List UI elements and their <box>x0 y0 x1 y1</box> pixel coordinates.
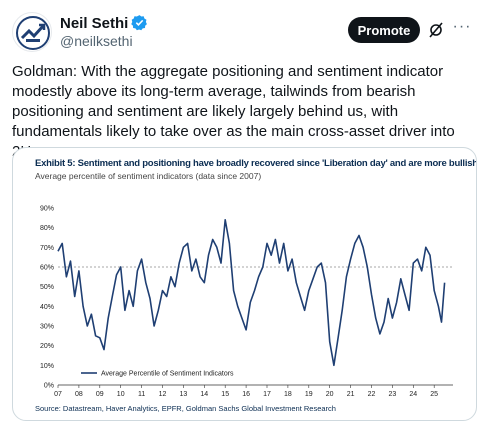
tweet-media-chart[interactable]: Exhibit 5: Sentiment and positioning hav… <box>12 147 477 421</box>
y-tick-label: 40% <box>40 304 54 311</box>
author-handle[interactable]: @neilksethi <box>60 33 133 49</box>
x-tick-label: 11 <box>138 391 145 398</box>
y-tick-label: 20% <box>40 343 54 350</box>
chart-plot: 0% 10% 20% 30% 40% 50% 60% 70% 80% 90% 07 08 09 10 11 1… <box>40 206 453 398</box>
x-tick-label: 22 <box>368 391 376 398</box>
y-tick-label: 70% <box>40 245 54 252</box>
grok-icon[interactable] <box>426 20 446 40</box>
legend-label: Average Percentile of Sentiment Indicato… <box>101 371 234 378</box>
tweet-text: Goldman: With the aggregate positioning … <box>12 63 455 160</box>
x-tick-label: 10 <box>117 391 125 398</box>
more-icon: ··· <box>452 18 472 35</box>
x-tick-label: 14 <box>200 391 208 398</box>
y-tick-label: 30% <box>40 324 54 331</box>
x-tick-label: 13 <box>179 391 187 398</box>
x-tick-label: 25 <box>430 391 438 398</box>
y-tick-label: 90% <box>40 206 54 213</box>
author-name[interactable]: Neil Sethi <box>60 14 148 32</box>
x-tick-label: 23 <box>388 391 396 398</box>
x-tick-label: 20 <box>326 391 334 398</box>
y-tick-label: 10% <box>40 363 54 370</box>
x-tick-label: 16 <box>242 391 250 398</box>
x-tick-label: 12 <box>159 391 167 398</box>
series-line <box>57 219 446 367</box>
x-tick-label: 21 <box>347 391 355 398</box>
x-tick-label: 19 <box>305 391 313 398</box>
avatar-logo-icon <box>16 16 50 50</box>
display-name[interactable]: Neil Sethi <box>60 15 129 32</box>
y-tick-label: 50% <box>40 284 54 291</box>
avatar[interactable] <box>12 12 52 52</box>
promote-button[interactable]: Promote <box>348 17 420 43</box>
x-tick-label: 17 <box>263 391 271 398</box>
x-tick-label: 18 <box>284 391 292 398</box>
x-tick-label: 15 <box>221 391 229 398</box>
chart-title: Exhibit 5: Sentiment and positioning hav… <box>35 158 477 169</box>
x-tick-label: 07 <box>54 391 62 398</box>
x-tick-label: 24 <box>409 391 417 398</box>
y-tick-label: 60% <box>40 265 54 272</box>
chart-source: Source: Datastream, Haver Analytics, EPF… <box>35 404 336 413</box>
y-tick-label: 0% <box>44 383 54 390</box>
y-tick-label: 80% <box>40 225 54 232</box>
chart-subtitle: Average percentile of sentiment indicato… <box>35 171 262 181</box>
more-options-button[interactable]: ··· <box>450 18 474 40</box>
x-tick-label: 09 <box>96 391 104 398</box>
x-tick-label: 08 <box>75 391 83 398</box>
verified-badge-icon <box>131 15 148 31</box>
